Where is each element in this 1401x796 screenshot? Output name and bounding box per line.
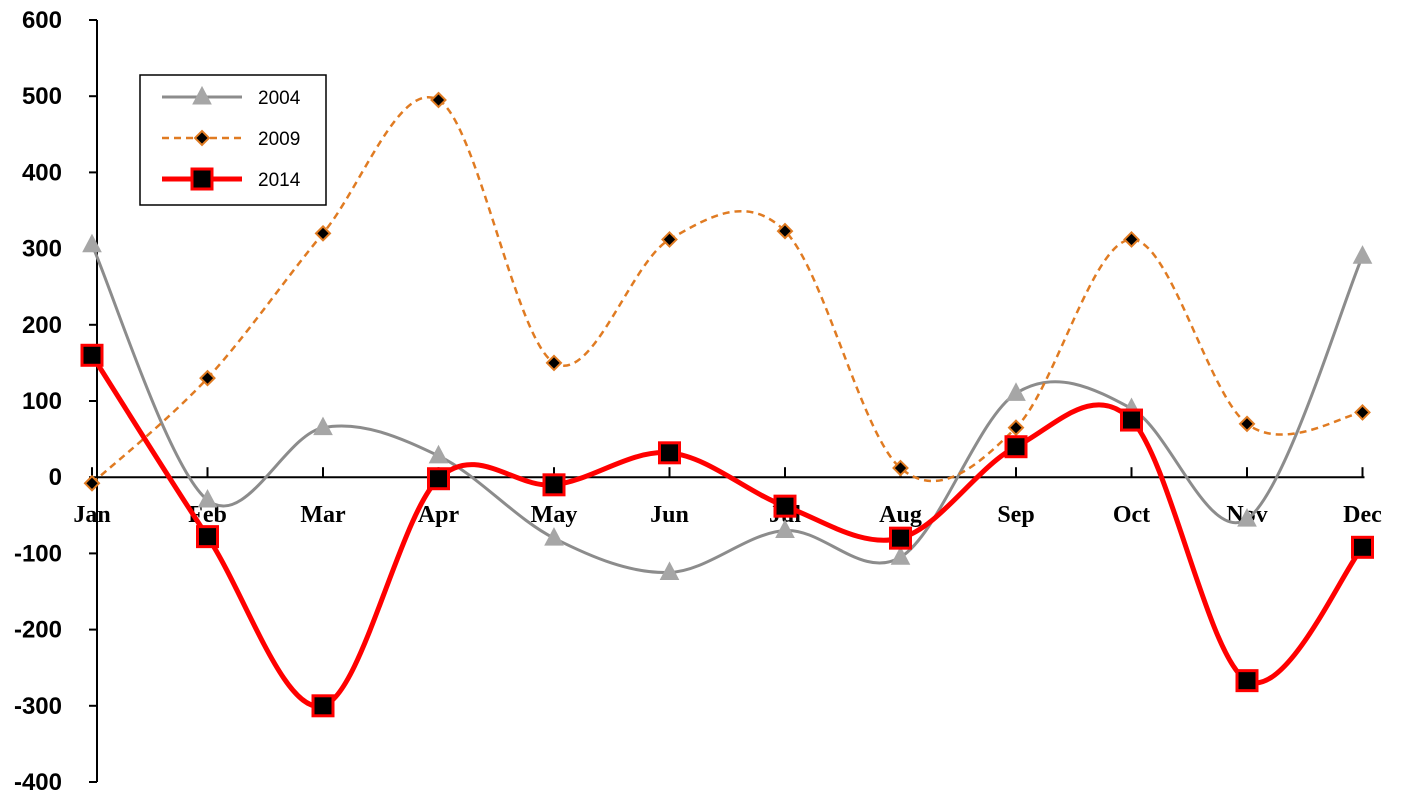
data-point-2004 xyxy=(775,519,795,539)
legend-marker-2014 xyxy=(190,167,214,191)
data-point-2004 xyxy=(890,546,911,565)
series-line-2014 xyxy=(89,353,1365,709)
data-point-2014 xyxy=(1235,669,1259,693)
y-tick-label: 0 xyxy=(49,464,62,491)
data-point-2014 xyxy=(542,473,566,497)
legend-label: 2014 xyxy=(258,170,301,191)
data-point-2014 xyxy=(311,694,335,718)
data-point-2004 xyxy=(1237,508,1257,527)
data-point-2004 xyxy=(82,233,102,253)
data-point-2004 xyxy=(428,444,449,464)
x-tick-label: Oct xyxy=(1113,502,1150,528)
x-tick-label: Aug xyxy=(879,502,922,528)
x-tick-label: Dec xyxy=(1343,502,1382,528)
y-tick-label: 200 xyxy=(22,312,62,339)
data-point-2014 xyxy=(658,441,681,465)
data-point-2009 xyxy=(545,354,563,372)
data-point-2014 xyxy=(1004,435,1028,459)
x-tick-label: Mar xyxy=(300,502,346,528)
y-tick-label: 500 xyxy=(22,83,62,110)
data-point-2004 xyxy=(659,561,680,580)
data-point-2009 xyxy=(314,224,332,242)
legend: 2004 2009 2014 xyxy=(139,74,327,206)
data-point-2004 xyxy=(197,488,218,508)
series-2014 xyxy=(80,343,1374,718)
x-tick-label: Jun xyxy=(650,502,689,528)
data-point-2014 xyxy=(196,525,219,549)
x-tick-label: Apr xyxy=(418,502,460,528)
series-2009 xyxy=(83,91,1371,492)
data-point-2009 xyxy=(661,231,678,248)
data-point-2009 xyxy=(430,91,447,109)
series-line-2004 xyxy=(90,244,1364,574)
y-tick-label: 400 xyxy=(22,159,62,186)
data-point-2004 xyxy=(313,416,333,436)
data-point-2009 xyxy=(1007,419,1025,437)
y-tick-label: -400 xyxy=(14,769,62,796)
data-point-2004 xyxy=(1352,245,1373,264)
data-point-2009 xyxy=(1123,231,1140,248)
x-tick-label: Jan xyxy=(73,502,110,528)
legend-label: 2009 xyxy=(258,129,300,150)
data-point-2014 xyxy=(1351,535,1374,559)
legend-label: 2004 xyxy=(258,88,301,109)
data-point-2009 xyxy=(1238,415,1256,433)
data-point-2014 xyxy=(889,526,912,550)
y-tick-label: -200 xyxy=(14,617,62,644)
data-point-2014 xyxy=(80,343,104,367)
data-point-2009 xyxy=(892,459,909,477)
y-tick-label: 100 xyxy=(22,388,62,415)
y-tick-label: -300 xyxy=(14,693,62,720)
data-point-2004 xyxy=(544,527,564,546)
x-tick-label: Sep xyxy=(997,502,1034,528)
data-point-2009 xyxy=(1354,404,1371,421)
legend-marker-2004 xyxy=(192,85,212,105)
data-point-2004 xyxy=(1006,382,1026,401)
legend-marker-2009 xyxy=(193,129,211,147)
data-point-2009 xyxy=(199,369,216,387)
series-2004 xyxy=(82,233,1373,580)
data-point-2014 xyxy=(773,494,797,518)
x-tick-label: May xyxy=(531,502,578,528)
series-layer xyxy=(80,91,1374,718)
data-point-2009 xyxy=(776,222,794,240)
data-point-2014 xyxy=(1120,408,1143,432)
y-tick-label: 300 xyxy=(22,236,62,263)
y-tick-label: 600 xyxy=(22,7,62,34)
data-point-2014 xyxy=(427,467,450,491)
data-point-2009 xyxy=(83,474,101,492)
y-tick-label: -100 xyxy=(14,540,62,567)
